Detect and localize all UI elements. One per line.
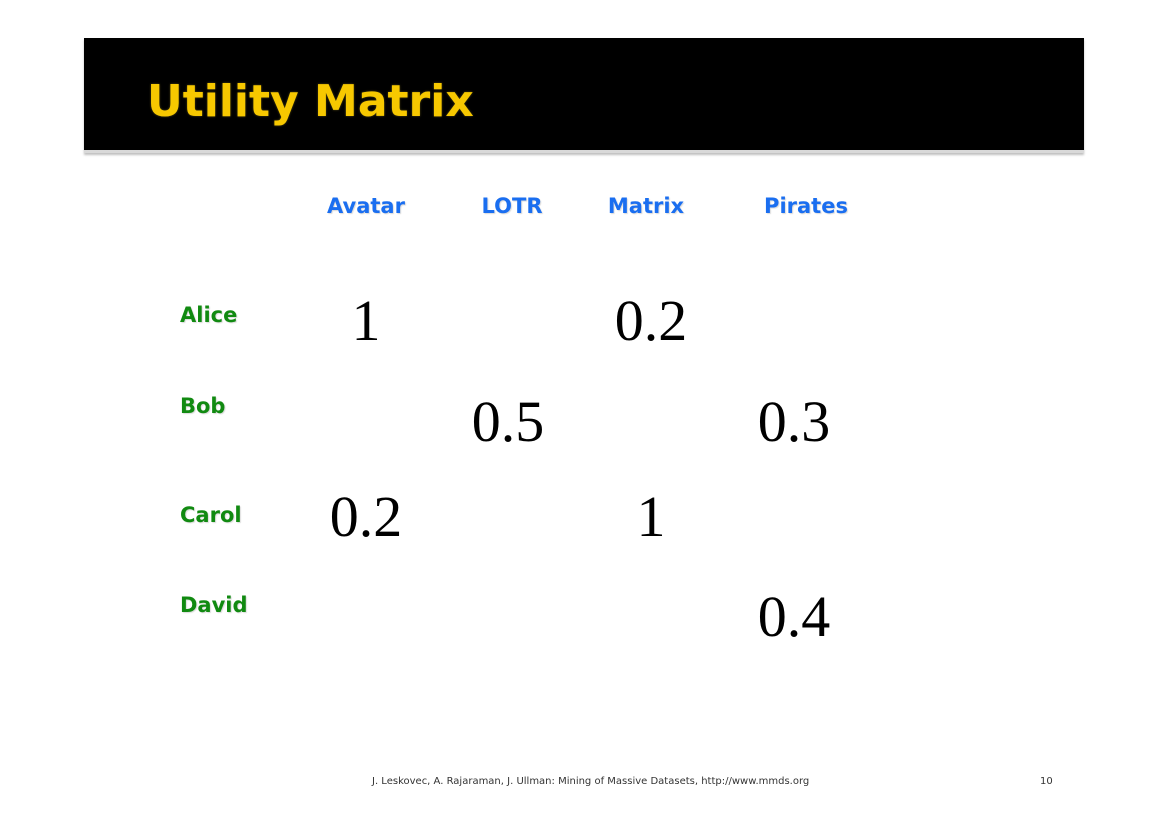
row-header-bob: Bob — [180, 394, 226, 418]
row-header-carol: Carol — [180, 503, 242, 527]
title-bar: Utility Matrix — [84, 38, 1084, 153]
cell-carol-matrix: 1 — [636, 484, 666, 549]
cell-alice-matrix: 0.2 — [614, 288, 688, 353]
row-header-alice: Alice — [180, 303, 238, 327]
cell-bob-lotr: 0.5 — [471, 389, 545, 454]
column-header-avatar: Avatar — [327, 194, 405, 218]
cell-carol-avatar: 0.2 — [329, 484, 403, 549]
slide-title: Utility Matrix — [147, 76, 474, 127]
footer-citation: J. Leskovec, A. Rajaraman, J. Ullman: Mi… — [372, 776, 810, 787]
cell-david-pirates: 0.4 — [757, 584, 831, 649]
cell-alice-avatar: 1 — [351, 288, 381, 353]
cell-bob-pirates: 0.3 — [757, 389, 831, 454]
page-number: 10 — [1040, 776, 1053, 787]
column-header-pirates: Pirates — [764, 194, 848, 218]
column-header-lotr: LOTR — [481, 194, 543, 218]
column-header-matrix: Matrix — [607, 194, 685, 218]
row-header-david: David — [180, 593, 248, 617]
